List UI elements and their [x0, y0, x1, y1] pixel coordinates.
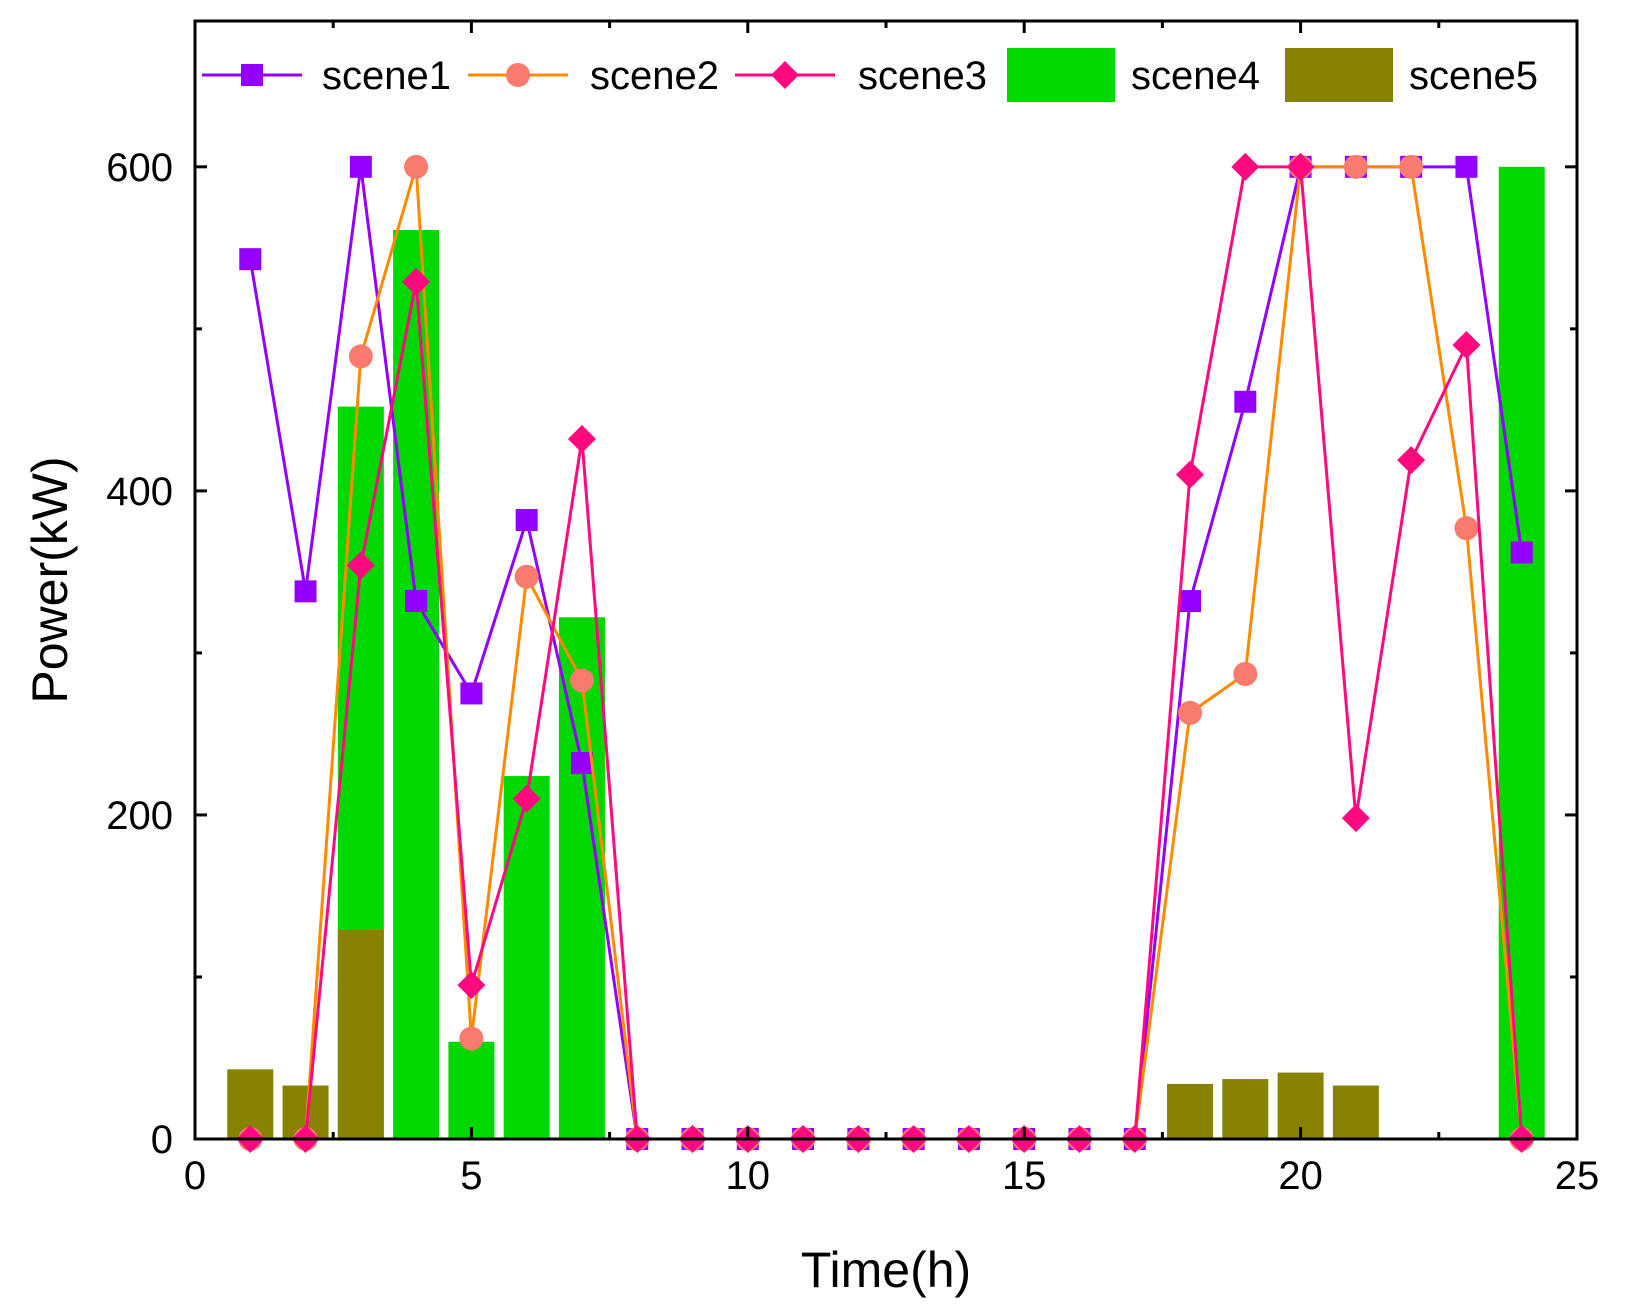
scene1-point — [515, 509, 538, 532]
scene2-point — [1233, 661, 1258, 686]
y-tick-label: 0 — [151, 1118, 173, 1162]
legend: scene1 scene2 scene3 scene4 scene5 — [202, 48, 1538, 102]
scene1-legend-marker — [241, 64, 263, 86]
y-axis-title: Power(kW) — [22, 456, 78, 703]
x-tick-label: 10 — [726, 1154, 771, 1198]
x-axis-title: Time(h) — [801, 1242, 971, 1298]
scene2-legend-marker — [506, 63, 530, 87]
scene1-point — [570, 752, 593, 775]
scene2-point — [348, 344, 373, 369]
y-tick-label: 200 — [106, 794, 173, 838]
scene1-point — [349, 155, 372, 178]
scene3-point — [1452, 331, 1481, 360]
scene2-point — [1343, 154, 1368, 179]
x-tick-label: 25 — [1555, 1154, 1600, 1198]
scene3-line — [250, 165, 1524, 1141]
scene4-bar — [448, 1041, 495, 1139]
scene4-bar — [393, 230, 440, 1139]
scene3-legend-label: scene3 — [858, 54, 987, 98]
scene1-point — [1510, 541, 1533, 564]
scene1-point — [294, 580, 317, 603]
scene4-legend-label: scene4 — [1131, 54, 1260, 98]
scene4-bar — [558, 617, 605, 1139]
scene1-point — [1234, 390, 1257, 413]
scene3-point — [457, 971, 486, 1000]
scene3-point — [1397, 446, 1426, 475]
scene5-bar — [337, 929, 384, 1139]
scene3-point — [567, 425, 596, 454]
scene1-legend-label: scene1 — [322, 54, 451, 98]
scene3-point — [346, 551, 375, 580]
scene2-point — [459, 1026, 484, 1051]
scene2-point — [1454, 516, 1479, 541]
scene1-point — [239, 248, 262, 271]
scene1-point — [405, 590, 428, 613]
scene3-point — [402, 267, 431, 296]
scene2-line — [250, 165, 1524, 1141]
scene3-point — [1286, 152, 1315, 181]
scene1-line — [248, 165, 1524, 1141]
scene5-legend-label: scene5 — [1409, 54, 1538, 98]
scene3-point — [1231, 152, 1260, 181]
plot-area — [227, 152, 1545, 1153]
scene5-bar — [1222, 1079, 1269, 1139]
scene3-point — [1176, 460, 1205, 489]
scene4-bar — [503, 776, 550, 1139]
scene1-point — [1455, 155, 1478, 178]
scene2-point — [514, 564, 539, 589]
scene5-bar — [1332, 1085, 1379, 1139]
scene2-legend-label: scene2 — [590, 54, 719, 98]
y-tick-label: 600 — [106, 146, 173, 190]
scene1-point — [1179, 590, 1202, 613]
scene3-point — [1341, 804, 1370, 833]
scene3-point — [512, 784, 541, 813]
scene3-legend-marker — [771, 61, 799, 89]
x-tick-label: 20 — [1278, 1154, 1323, 1198]
scene2-point — [404, 154, 429, 179]
x-tick-label: 0 — [184, 1154, 206, 1198]
scene1-point — [460, 682, 483, 705]
scene2-point — [569, 668, 594, 693]
axis-ticks: 0 5 10 15 20 25 0 200 400 600 — [106, 21, 1599, 1198]
scene2-point — [1399, 154, 1424, 179]
y-tick-label: 400 — [106, 470, 173, 514]
scene2-point — [1178, 700, 1203, 725]
scene5-bar — [1167, 1083, 1214, 1139]
scene4-bar — [1498, 166, 1545, 1140]
scene5-legend-swatch — [1285, 48, 1393, 102]
x-tick-label: 5 — [460, 1154, 482, 1198]
x-tick-label: 15 — [1002, 1154, 1047, 1198]
scene4-legend-swatch — [1007, 48, 1115, 102]
